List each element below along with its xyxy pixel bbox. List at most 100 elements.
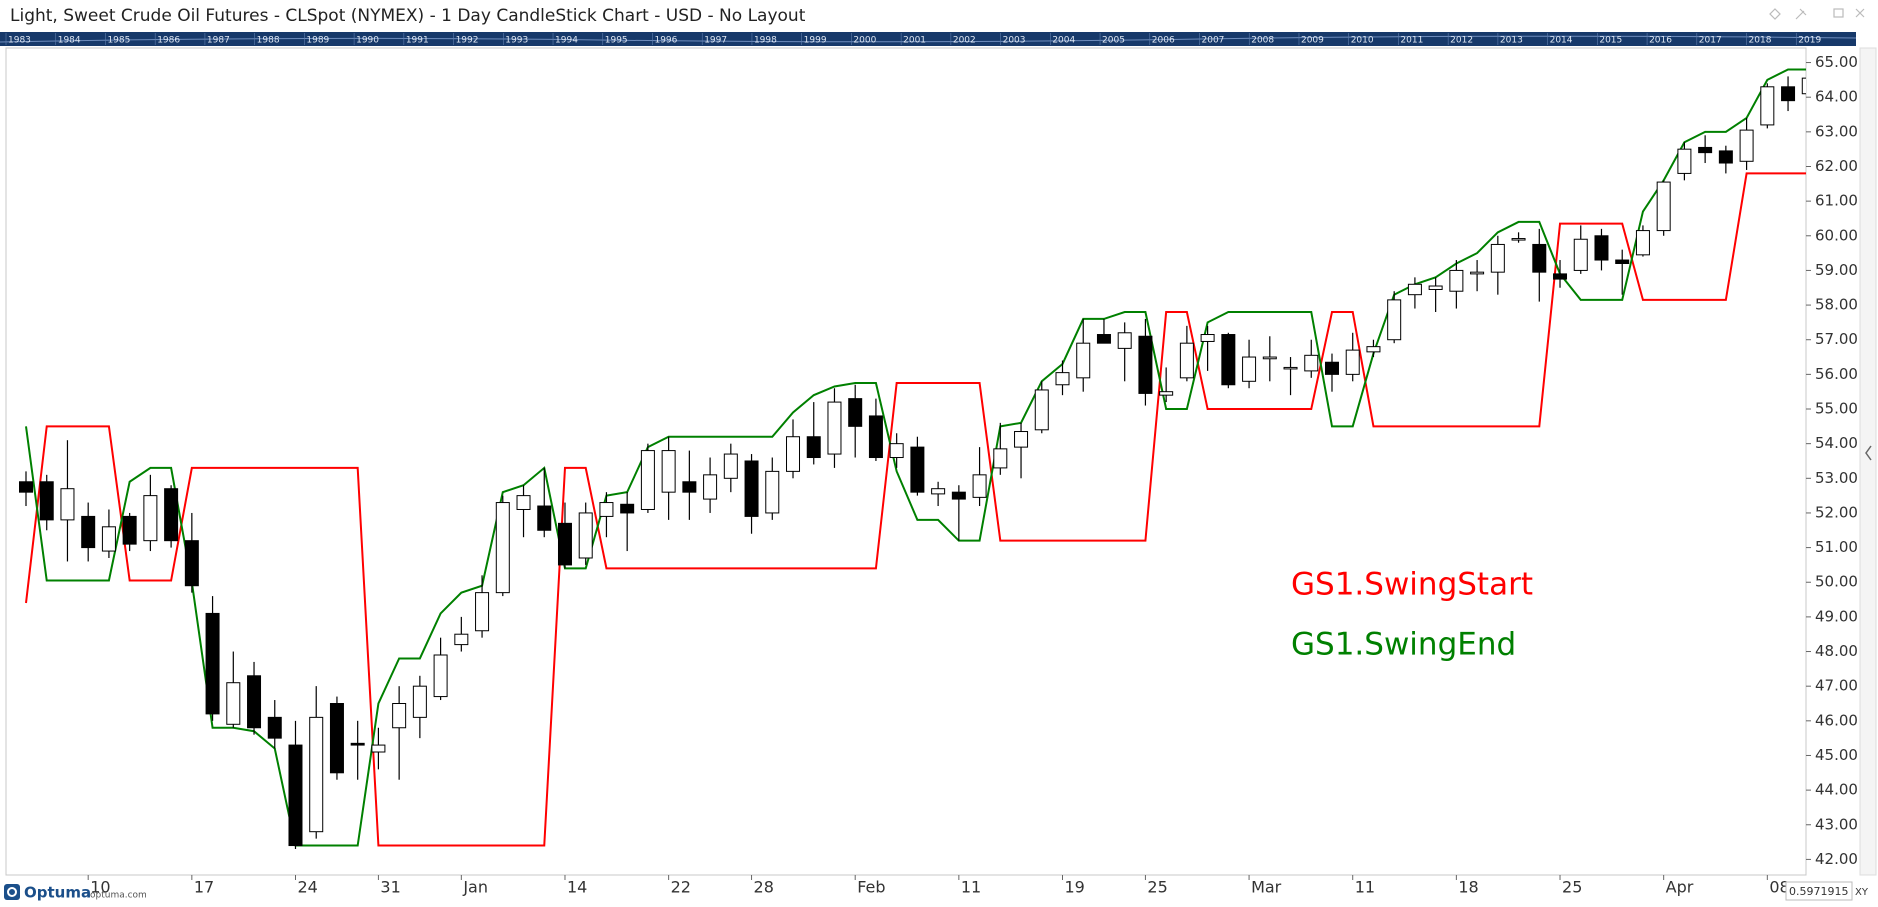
brand-site: optuma.com — [90, 891, 147, 901]
icon-close[interactable] — [1855, 8, 1865, 18]
y-tick-label: 59.00 — [1815, 261, 1858, 279]
xy-mode[interactable]: XY — [1855, 887, 1869, 898]
y-tick-label: 56.00 — [1815, 365, 1858, 383]
candle-body — [1449, 269, 1464, 292]
overview-year: 1984 — [58, 36, 81, 46]
candle-body — [433, 654, 448, 698]
overview-year: 1987 — [207, 36, 230, 46]
overview-year: 2004 — [1052, 36, 1075, 46]
candle-body — [205, 612, 220, 715]
cursor-value: 0.5971915 — [1789, 885, 1849, 898]
candle-body — [412, 685, 427, 718]
legend-swing-end: GS1.SwingEnd — [1291, 627, 1516, 663]
icon-layout[interactable] — [1769, 8, 1781, 20]
candle-body — [827, 401, 842, 455]
overview-year: 1991 — [406, 36, 429, 46]
candle-body — [1511, 238, 1526, 241]
overview-year: 2018 — [1749, 36, 1772, 46]
overview-year: 2009 — [1301, 36, 1324, 46]
overview-line — [0, 35, 1857, 43]
candle-body — [1635, 230, 1650, 256]
candle-body — [184, 540, 199, 587]
overview-year: 1998 — [754, 36, 777, 46]
candle-body — [703, 474, 718, 500]
x-tick-label: 08 — [1769, 878, 1789, 897]
overview-year: 2008 — [1251, 36, 1274, 46]
candle-body — [350, 742, 365, 746]
candle-body — [1262, 356, 1277, 360]
x-tick-label: 19 — [1065, 878, 1085, 897]
y-tick-label: 63.00 — [1815, 122, 1858, 140]
overview-strip[interactable] — [0, 32, 1856, 46]
candle-body — [910, 446, 925, 493]
candle-body — [1532, 243, 1547, 273]
overview-year: 2003 — [1003, 36, 1026, 46]
candle-body — [60, 488, 75, 521]
candle-body — [329, 703, 344, 774]
candle-body — [101, 526, 116, 552]
candle-body — [765, 470, 780, 514]
y-tick-label: 55.00 — [1815, 400, 1858, 418]
x-tick-label: 25 — [1147, 878, 1167, 897]
x-tick-label: 18 — [1458, 878, 1478, 897]
overview-year: 1995 — [605, 36, 628, 46]
overview-year: 1993 — [505, 36, 528, 46]
icon-restore[interactable] — [1833, 8, 1844, 18]
candle-body — [661, 450, 676, 493]
candle-body — [640, 450, 655, 510]
candle-body — [392, 703, 407, 729]
scrollbar[interactable] — [1859, 47, 1877, 876]
x-tick-label: Jan — [462, 878, 488, 897]
x-tick-label: 10 — [90, 878, 110, 897]
y-tick-label: 57.00 — [1815, 330, 1858, 348]
overview-year: 1992 — [456, 36, 479, 46]
candle-body — [1573, 238, 1588, 271]
x-tick-label: 24 — [297, 878, 317, 897]
y-tick-label: 65.00 — [1815, 53, 1858, 71]
candle-body — [1656, 181, 1671, 232]
y-tick-label: 47.00 — [1815, 677, 1858, 695]
candle-body — [1076, 342, 1091, 379]
y-tick-label: 51.00 — [1815, 538, 1858, 556]
overview-year: 1986 — [157, 36, 180, 46]
candle-body — [620, 503, 635, 514]
icon-pin[interactable] — [1795, 8, 1807, 20]
candle-body — [599, 502, 614, 517]
y-tick-label: 42.00 — [1815, 850, 1858, 868]
brand-name: Optuma — [24, 884, 91, 902]
x-tick-label: 11 — [961, 878, 981, 897]
x-tick-label: Mar — [1251, 878, 1282, 897]
y-tick-label: 52.00 — [1815, 503, 1858, 521]
candle-body — [247, 675, 262, 729]
collapse-arrow[interactable] — [1865, 445, 1872, 461]
candle-body — [972, 474, 987, 498]
plot-area — [5, 47, 1807, 876]
candle-body — [267, 716, 282, 739]
overview-year: 2000 — [853, 36, 876, 46]
overview-year: 1983 — [8, 36, 31, 46]
candle-body — [1034, 389, 1049, 431]
candle-body — [39, 481, 54, 521]
plot-marks — [19, 68, 1806, 850]
y-tick-label: 53.00 — [1815, 469, 1858, 487]
overview-year: 1990 — [356, 36, 379, 46]
y-tick-label: 64.00 — [1815, 88, 1858, 106]
y-tick-label: 45.00 — [1815, 746, 1858, 764]
overview-year: 1999 — [804, 36, 827, 46]
window-icons[interactable] — [1769, 8, 1865, 20]
candle-body — [19, 481, 33, 493]
candle-body — [143, 495, 158, 542]
brand-logo-ring — [7, 887, 17, 897]
y-tick-label: 62.00 — [1815, 157, 1858, 175]
y-tick-label: 48.00 — [1815, 642, 1858, 660]
candle-body — [786, 436, 801, 472]
overview-year: 2019 — [1798, 36, 1821, 46]
overview-year: 2011 — [1400, 36, 1423, 46]
x-tick-label: 31 — [380, 878, 400, 897]
candle-body — [723, 453, 738, 479]
candle-body — [1407, 283, 1422, 296]
overview-year: 2007 — [1202, 36, 1225, 46]
x-tick-label: 17 — [194, 878, 214, 897]
overview-year: 1994 — [555, 36, 578, 46]
